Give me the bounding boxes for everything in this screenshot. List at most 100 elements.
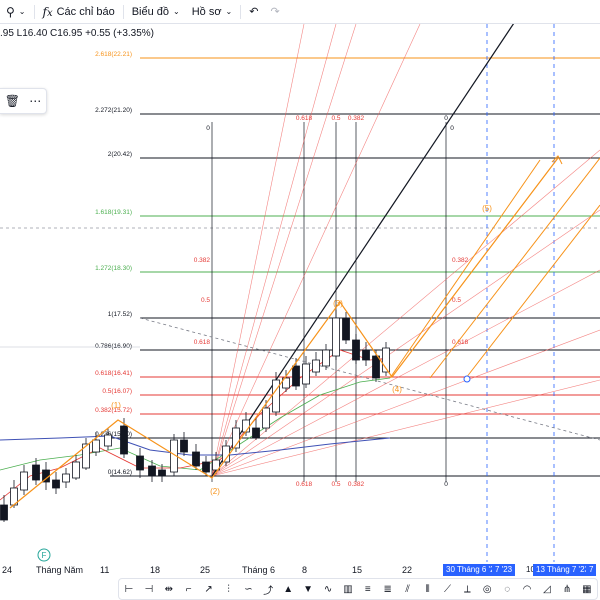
fib-level-label: 1.272(18.30)	[95, 265, 132, 272]
toolbar-divider	[240, 4, 242, 19]
chart-type-label: Biểu đồ	[131, 5, 169, 18]
undo-icon: ↶	[249, 6, 259, 18]
fib-extension-icon[interactable]: ≣	[383, 583, 392, 595]
fib-retracement-icon[interactable]: ≡	[364, 583, 371, 595]
redo-button[interactable]: ↷	[264, 0, 285, 24]
fib-level-label: 0.5(16.07)	[102, 388, 132, 395]
price-chart[interactable]: 2.618(22.21) 2.272(21.20) 2(20.42) 1.618(19…	[0, 24, 600, 562]
candle	[180, 439, 188, 453]
fib-channel-icon[interactable]: ⫽	[405, 583, 410, 595]
projection-icon[interactable]: ⤴	[263, 585, 274, 597]
indicators-button[interactable]: fx Các chỉ báo	[37, 0, 121, 24]
fib-wedge-icon[interactable]: ◿	[543, 583, 551, 595]
time-axis-badge: 30 Tháng 6 '23	[443, 564, 502, 576]
fan-bottom-label: 0.5	[331, 481, 340, 488]
ohlc-legend: .95 L16.40 C16.95 +0.55 (+3.35%)	[0, 28, 155, 39]
time-axis-badge: 7	[586, 564, 597, 576]
fan-ray	[211, 24, 421, 477]
undo-button[interactable]: ↶	[243, 0, 264, 24]
fan-ray	[211, 24, 337, 477]
fan-zero-label: 0	[450, 125, 454, 132]
indicators-label: Các chỉ báo	[56, 5, 115, 18]
fib-arcs-icon[interactable]: ◠	[522, 583, 532, 595]
price-range-icon[interactable]: ⇹	[164, 583, 173, 595]
fan-side-label: 0.382	[452, 257, 469, 264]
wave-label: (5)	[482, 204, 492, 213]
candle	[148, 465, 156, 477]
fib-circles-icon[interactable]: ◎	[482, 583, 492, 595]
fan-top-label: 0.618	[296, 115, 313, 122]
range-icon[interactable]: ⊢	[124, 583, 134, 595]
earnings-badge-label: F	[42, 551, 47, 560]
candle	[20, 471, 28, 491]
time-axis-badge: 7 '23	[492, 564, 516, 576]
candle	[158, 469, 166, 477]
date-range-icon[interactable]: ⊣	[144, 583, 154, 595]
candle	[192, 451, 200, 467]
fan-side-label: 0.382	[194, 257, 211, 264]
candle	[82, 443, 90, 469]
time-axis-label: 15	[352, 565, 363, 575]
candle	[312, 359, 320, 373]
fan-top-label: 0.5	[331, 115, 340, 122]
trash-icon[interactable]: 🗑	[4, 94, 20, 108]
fib-level-label: 0(14.62)	[108, 469, 132, 476]
anchored-vwap-icon[interactable]: ∿	[323, 583, 333, 595]
profile-button[interactable]: Hồ sơ ⌄	[186, 0, 239, 24]
candle	[302, 363, 310, 385]
fib-spiral-icon[interactable]: ◌	[504, 583, 511, 595]
fan-top-label: 0.382	[348, 115, 365, 122]
long-position-icon[interactable]: ▲	[283, 583, 294, 595]
chevron-down-icon: ⌄	[173, 7, 180, 16]
fib-level-label: 0.236(15.30)	[95, 431, 132, 438]
forecast-icon[interactable]: ↗	[204, 583, 213, 595]
wave-label: (4)	[392, 385, 402, 394]
candle	[62, 473, 70, 483]
candle	[352, 339, 360, 361]
candle	[104, 434, 112, 447]
drawing-float-toolbar: 🗑 ⋯	[0, 88, 47, 114]
wave-label: (3)	[333, 299, 343, 308]
candle	[272, 379, 280, 413]
interval-icon: ⚲	[6, 4, 15, 19]
candle	[0, 504, 8, 521]
measure-icon[interactable]: ⌐	[185, 583, 192, 595]
time-axis-label: Tháng 6	[242, 565, 276, 575]
interval-button[interactable]: ⚲ ⌄	[0, 0, 32, 24]
anchor-point	[463, 375, 471, 383]
time-axis: 24 Tháng Năm 11 18 25 Tháng 6 8 15 22 30 Tháng 6 …	[0, 562, 600, 578]
bars-pattern-icon[interactable]: ⫶	[227, 583, 230, 595]
candle	[372, 355, 380, 379]
pitchfan-icon[interactable]: ⋔	[562, 583, 572, 595]
short-position-icon[interactable]: ▼	[303, 583, 314, 595]
ghost-feed-icon[interactable]: ∽	[244, 583, 253, 595]
candle	[292, 365, 300, 387]
time-axis-label: 25	[200, 565, 211, 575]
earnings-badge	[37, 548, 51, 562]
wave-channel-line	[465, 204, 600, 379]
fib-level-label: 0.618(16.41)	[95, 370, 132, 377]
profile-label: Hồ sơ	[191, 5, 222, 18]
candle	[322, 349, 330, 367]
candle	[362, 349, 370, 361]
candle	[232, 427, 240, 449]
candle	[262, 407, 270, 429]
candle	[252, 427, 260, 439]
candle	[342, 317, 350, 341]
candle	[120, 425, 128, 455]
wave-channel-line	[389, 159, 541, 379]
fan-side-label: 0.618	[452, 339, 469, 346]
chart-type-button[interactable]: Biểu đồ ⌄	[126, 0, 186, 24]
fib-fan-icon[interactable]: ⟋	[443, 583, 451, 595]
more-icon[interactable]: ⋯	[29, 94, 42, 108]
fib-level-label: 1.618(19.31)	[95, 209, 132, 216]
volume-profile-icon[interactable]: ▥	[343, 583, 353, 595]
fan-top-label: 0	[444, 115, 448, 122]
fib-time-icon[interactable]: ⟂	[464, 583, 471, 595]
trend-line	[139, 317, 600, 441]
fib-level-label: 0.786(16.90)	[95, 343, 132, 350]
fib-timezone-icon[interactable]: ⦀	[425, 583, 430, 595]
gann-box-icon[interactable]: ▦	[582, 583, 592, 595]
ma-short-line	[0, 349, 391, 501]
fan-ray	[211, 379, 600, 477]
